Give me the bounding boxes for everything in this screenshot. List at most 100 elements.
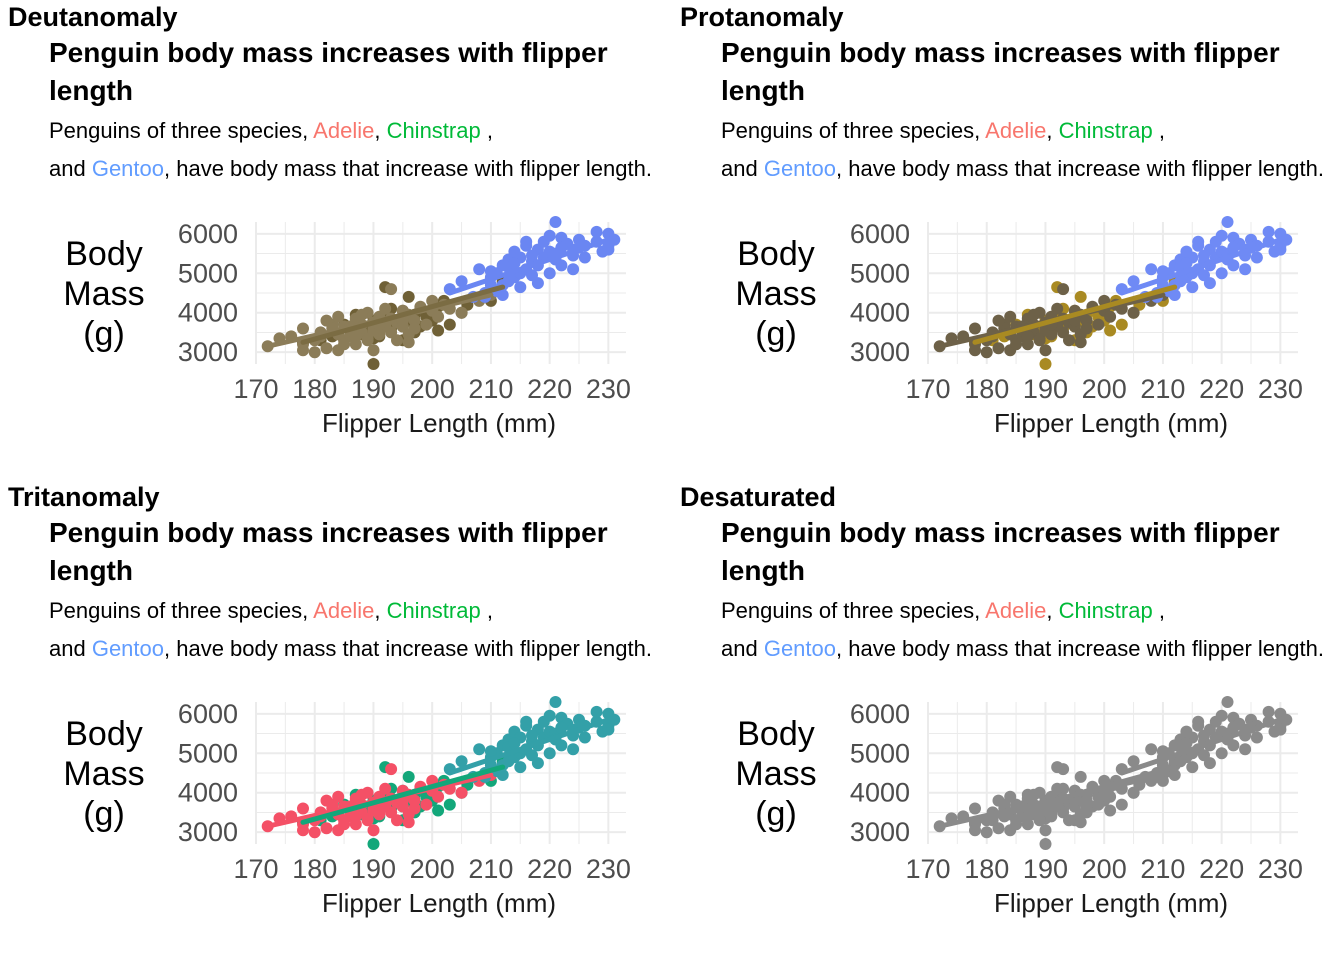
plot-title: Penguin body mass increases with flipper… [49, 37, 608, 106]
gentoo-points [1115, 216, 1293, 303]
adelie-point [361, 334, 374, 347]
chinstrap-point [432, 324, 445, 337]
x-tick-label: 170 [905, 374, 950, 404]
scatter-plot: 3000 4000 5000 6000 170 180 190 200 210 220 230 [178, 696, 631, 884]
gentoo-point [549, 696, 562, 708]
gentoo-point [1186, 281, 1199, 294]
chinstrap-point [1074, 290, 1087, 303]
gentoo-point [1203, 277, 1216, 290]
adelie-point [297, 824, 309, 837]
chinstrap-point [1115, 798, 1128, 811]
adelie-point [297, 322, 309, 335]
y-axis-label: Body Mass (g) [63, 235, 145, 353]
scatter-plot: 3000 4000 5000 6000 170 180 190 200 210 220 230 [850, 696, 1303, 884]
gentoo-point [508, 257, 521, 270]
adelie-point [308, 826, 321, 839]
gentoo-point [1180, 257, 1193, 270]
gentoo-point [1262, 225, 1275, 238]
gentoo-fit-line [447, 715, 617, 776]
gentoo-point [602, 723, 615, 736]
gentoo-point [1192, 715, 1205, 728]
gentoo-point [1221, 696, 1234, 708]
y-tick-label: 3000 [850, 817, 910, 847]
chinstrap-point [402, 770, 415, 783]
gentoo-fit-line [1119, 715, 1289, 776]
adelie-label: Adelie [985, 598, 1047, 623]
x-tick-label: 220 [1199, 374, 1244, 404]
panel-label: Tritanomaly [8, 482, 160, 512]
y-tick-label: 5000 [850, 258, 910, 288]
and-label: and [721, 636, 764, 661]
plot-subtitle: Penguins of three species, Adelie, Chins… [49, 592, 652, 668]
chinstrap-point [367, 838, 380, 850]
x-tick-label: 200 [410, 854, 455, 884]
x-tick-label: 230 [586, 854, 631, 884]
adelie-point [1004, 310, 1017, 323]
adelie-point [349, 810, 362, 823]
adelie-point [332, 790, 345, 803]
adelie-point [455, 306, 468, 319]
gentoo-point [1127, 755, 1140, 768]
plot-title: Penguin body mass increases with flipper… [49, 517, 608, 586]
gentoo-point [590, 225, 603, 238]
x-tick-label: 200 [410, 374, 455, 404]
gentoo-point [1186, 761, 1199, 774]
gentoo-point [1250, 251, 1263, 264]
sep1: , [374, 598, 387, 623]
gentoo-point [1274, 243, 1287, 256]
gentoo-point [1274, 723, 1287, 736]
chart-panel: Desaturated Penguin body mass increases … [672, 480, 1344, 960]
gentoo-label: Gentoo [91, 156, 164, 181]
chinstrap-label: Chinstrap [1058, 118, 1153, 143]
gentoo-point [526, 729, 538, 742]
scatter-plot: 3000 4000 5000 6000 170 180 190 200 210 220 230 [850, 216, 1303, 404]
adelie-point [402, 336, 415, 349]
gentoo-fit-line [1119, 235, 1289, 296]
chinstrap-point [432, 804, 445, 817]
y-tick-label: 5000 [178, 738, 238, 768]
chinstrap-point [367, 358, 380, 370]
gentoo-point [496, 769, 509, 781]
adelie-point [1092, 318, 1105, 331]
adelie-point [1127, 306, 1140, 319]
x-tick-label: 180 [292, 854, 337, 884]
gentoo-point [1198, 729, 1210, 742]
y-tick-label: 4000 [178, 778, 238, 808]
y-tick-label: 6000 [850, 219, 910, 249]
y-tick-label: 4000 [178, 298, 238, 328]
adelie-point [992, 822, 1005, 835]
y-tick-label: 6000 [178, 699, 238, 729]
gentoo-point [455, 275, 468, 288]
gentoo-point [1192, 235, 1205, 248]
adelie-point [391, 334, 403, 347]
sep1: , [1046, 118, 1059, 143]
adelie-point [367, 344, 380, 357]
gentoo-point [1156, 265, 1169, 278]
gentoo-point [1221, 216, 1234, 228]
gentoo-point [578, 731, 591, 744]
adelie-point [1057, 283, 1070, 296]
gentoo-point [473, 743, 486, 756]
adelie-point [969, 322, 981, 335]
adelie-point [1074, 816, 1087, 829]
sep2: , [480, 598, 493, 623]
adelie-point [1104, 310, 1117, 323]
y-axis-label: Body Mass (g) [735, 715, 817, 833]
x-tick-label: 220 [1199, 854, 1244, 884]
adelie-point [1039, 824, 1052, 837]
gentoo-points [1115, 696, 1293, 783]
adelie-point [1057, 763, 1070, 776]
x-axis-label: Flipper Length (mm) [321, 408, 557, 438]
x-tick-label: 210 [1140, 854, 1185, 884]
gentoo-point [1215, 747, 1228, 760]
gentoo-point [543, 747, 556, 760]
x-tick-label: 180 [964, 374, 1009, 404]
adelie-point [379, 302, 392, 315]
adelie-point [969, 802, 981, 815]
x-tick-label: 230 [1258, 374, 1303, 404]
gentoo-point [1215, 229, 1228, 242]
adelie-point [355, 788, 368, 801]
chart-panel: Protanomaly Penguin body mass increases … [672, 0, 1344, 480]
adelie-point [408, 802, 421, 815]
subtitle-post: , have body mass that increase with flip… [836, 636, 1324, 661]
